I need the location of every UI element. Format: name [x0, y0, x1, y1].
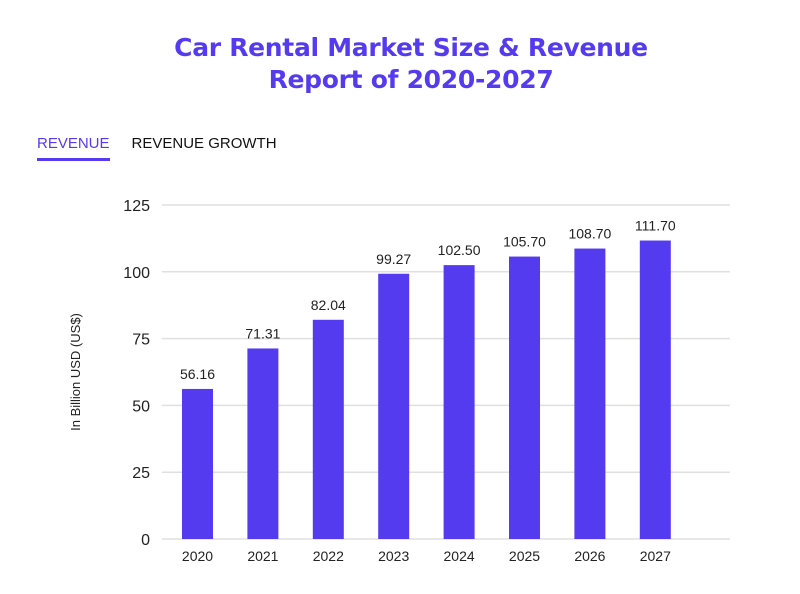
y-tick-label: 25	[132, 465, 150, 482]
tab-revenue[interactable]: REVENUE	[37, 135, 110, 161]
bar-2021	[247, 348, 279, 539]
data-label: 99.27	[376, 251, 411, 267]
data-label: 82.04	[311, 297, 346, 313]
x-tick-label: 2025	[509, 548, 540, 564]
title-line-1: Car Rental Market Size & Revenue	[174, 33, 648, 62]
data-label: 56.16	[180, 366, 215, 382]
x-tick-label: 2020	[182, 548, 213, 564]
y-tick-label: 0	[141, 532, 150, 549]
x-tick-label: 2022	[313, 548, 344, 564]
bar-2023	[378, 273, 410, 539]
bar-2020	[182, 388, 213, 539]
page-title: Car Rental Market Size & Revenue Report …	[0, 32, 800, 96]
tab-revenue-growth[interactable]: REVENUE GROWTH	[131, 135, 277, 152]
bar-2026	[574, 248, 606, 540]
data-label: 71.31	[245, 325, 280, 341]
x-tick-label: 2023	[378, 548, 409, 564]
chart-tabs: REVENUE REVENUE GROWTH	[37, 135, 277, 161]
x-tick-label: 2027	[640, 548, 671, 564]
y-tick-label: 125	[123, 198, 150, 215]
x-tick-label: 2021	[247, 548, 278, 564]
bar-2024	[443, 265, 475, 539]
data-label: 111.70	[635, 218, 676, 234]
bar-2027	[639, 240, 671, 539]
data-label: 105.70	[503, 234, 546, 250]
y-tick-label: 75	[132, 332, 150, 349]
y-tick-label: 50	[132, 398, 150, 415]
x-tick-label: 2024	[444, 548, 475, 564]
y-tick-label: 100	[123, 265, 150, 282]
bar-2022	[312, 319, 344, 539]
x-tick-label: 2026	[574, 548, 605, 564]
title-line-2: Report of 2020-2027	[268, 65, 554, 94]
y-axis-label: In Billion USD (US$)	[68, 313, 83, 431]
data-label: 102.50	[438, 242, 481, 258]
bar-2025	[509, 256, 540, 539]
data-label: 108.70	[568, 226, 611, 242]
